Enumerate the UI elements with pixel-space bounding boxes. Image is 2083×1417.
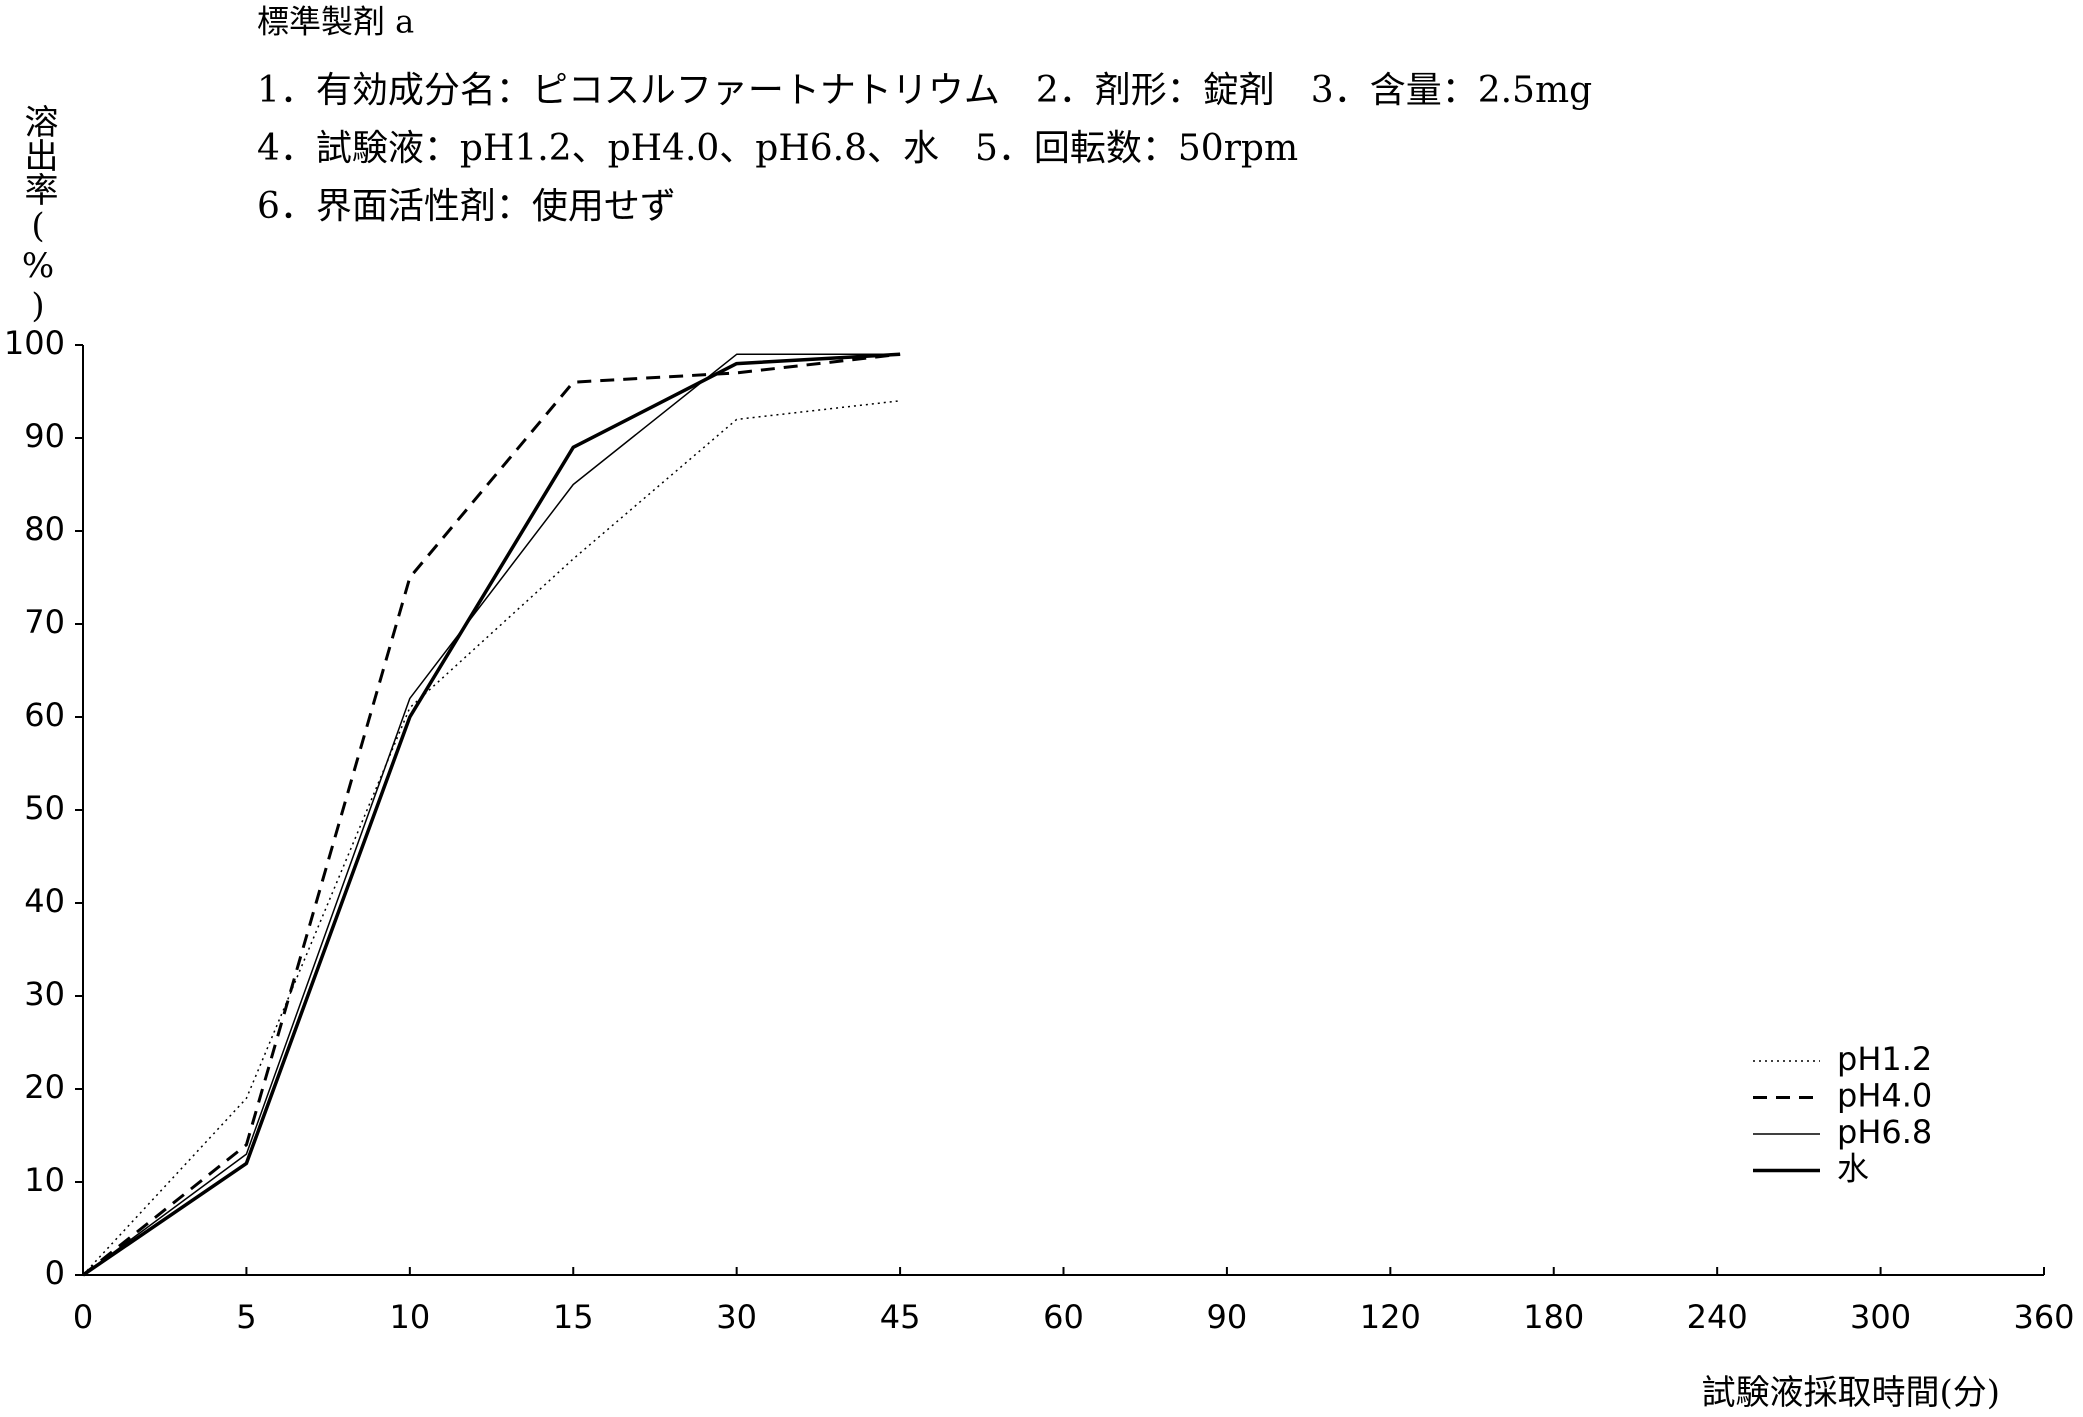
legend-label: pH1.2: [1837, 1040, 1932, 1078]
y-tick-label: 50: [24, 789, 65, 827]
chart-subtitle: 1．有効成分名：ピコスルファートナトリウム 2．剤形：錠剤 3．含量：2.5mg: [257, 70, 1592, 111]
x-tick-label: 0: [73, 1298, 93, 1336]
series-line: [82, 352, 901, 1277]
x-tick-label: 180: [1523, 1298, 1584, 1336]
y-tick-label: 20: [24, 1068, 65, 1106]
chart-title: 標準製剤 a: [257, 3, 414, 41]
x-axis-label: 試験液採取時間(分): [1701, 1373, 2000, 1413]
x-tick-label: 240: [1687, 1298, 1748, 1336]
y-tick-label: 80: [24, 510, 65, 548]
y-tick-label: 60: [24, 696, 65, 734]
series-line: [82, 353, 901, 1276]
x-tick-label: 90: [1207, 1298, 1248, 1336]
y-tick-label: 0: [45, 1254, 65, 1292]
y-tick-label: 10: [24, 1161, 65, 1199]
x-tick-label: 360: [2013, 1298, 2074, 1336]
chart-subtitle: 4．試験液：pH1.2、pH4.0、pH6.8、水 5．回転数：50rpm: [257, 128, 1298, 169]
y-tick-label: 90: [24, 417, 65, 455]
x-tick-label: 60: [1043, 1298, 1084, 1336]
x-tick-label: 300: [1850, 1298, 1911, 1336]
y-tick-label: 100: [4, 324, 65, 362]
x-tick-label: 15: [553, 1298, 594, 1336]
chart-subtitle: 6．界面活性剤：使用せず: [257, 186, 676, 227]
series-line: [82, 352, 901, 1277]
x-tick-label: 30: [716, 1298, 757, 1336]
y-tick-label: 40: [24, 882, 65, 920]
x-tick-label: 10: [389, 1298, 430, 1336]
legend-label: pH6.8: [1837, 1113, 1932, 1151]
y-tick-label: 70: [24, 603, 65, 641]
x-tick-label: 120: [1360, 1298, 1421, 1336]
x-tick-label: 5: [236, 1298, 256, 1336]
legend-label: 水: [1837, 1150, 1869, 1188]
legend-label: pH4.0: [1837, 1077, 1932, 1115]
x-tick-label: 45: [880, 1298, 921, 1336]
series-line: [82, 400, 901, 1276]
y-tick-label: 30: [24, 975, 65, 1013]
y-axis-label: 溶出率(%): [18, 104, 58, 326]
